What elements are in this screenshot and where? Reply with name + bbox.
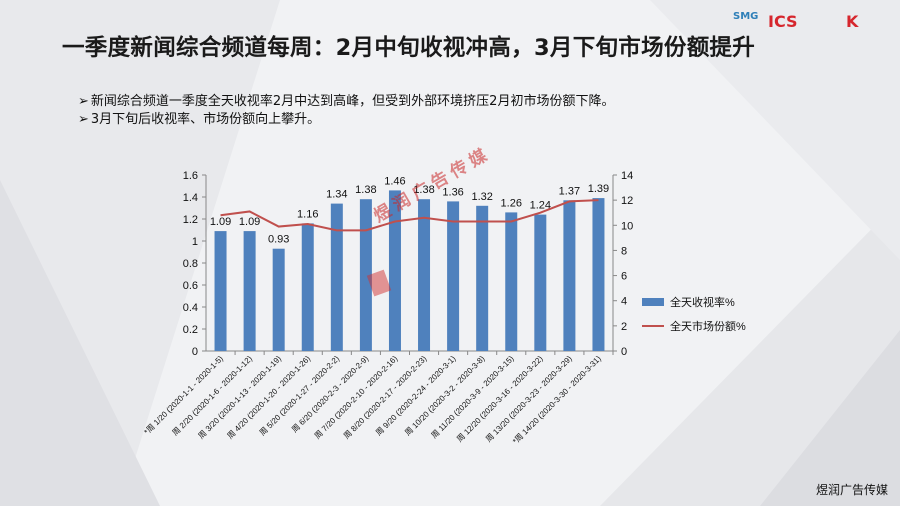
bullet-1: ➢ 新闻综合频道一季度全天收视率2月中达到高峰，但受到外部环境挤压2月初市场份额下… — [78, 90, 614, 109]
bar-data-label: 0.93 — [268, 234, 289, 246]
y-right-tick-label: 8 — [621, 245, 627, 257]
bullet-arrow-icon: ➢ — [78, 112, 89, 127]
bullet-2-text: 3月下旬后收视率、市场份额向上攀升。 — [90, 112, 321, 127]
bar — [214, 231, 227, 351]
legend-bar-label: 全天收视率% — [670, 295, 735, 309]
bar — [505, 212, 518, 351]
bullet-1-text: 新闻综合频道一季度全天收视率2月中达到高峰，但受到外部环境挤压2月初市场份额下降… — [90, 94, 615, 109]
bar-data-label: 1.34 — [326, 189, 347, 201]
bar-data-label: 1.26 — [501, 197, 522, 209]
bar — [418, 199, 431, 351]
y-left-tick-label: 0.8 — [183, 258, 198, 270]
y-left-tick-label: 0.4 — [183, 302, 198, 314]
y-right-tick-label: 14 — [621, 170, 633, 182]
bar-data-label: 1.09 — [210, 216, 231, 228]
bar-data-label: 1.39 — [588, 183, 609, 195]
bar-data-label: 1.38 — [413, 184, 434, 196]
footer-text: 煜润广告传媒 — [815, 483, 888, 497]
y-left-tick-label: 1.2 — [183, 214, 198, 226]
bar-data-label: 1.16 — [297, 208, 318, 220]
y-left-tick-label: 0.6 — [183, 280, 198, 292]
bar — [563, 200, 576, 351]
bar-data-label: 1.38 — [355, 184, 376, 196]
bar — [243, 231, 256, 351]
y-left-tick-label: 1 — [192, 236, 198, 248]
bar-data-label: 1.09 — [239, 216, 260, 228]
bar-data-label: 1.32 — [471, 191, 492, 203]
y-right-tick-label: 12 — [621, 195, 633, 207]
bar-data-label: 1.46 — [384, 175, 405, 187]
y-right-tick-label: 6 — [621, 271, 627, 283]
bullet-arrow-icon: ➢ — [78, 94, 89, 109]
y-right-tick-label: 2 — [621, 321, 627, 333]
legend-bar-swatch — [642, 298, 664, 306]
k-logo: K — [846, 12, 859, 31]
bar — [330, 203, 343, 351]
legend-line-label: 全天市场份额% — [670, 319, 746, 333]
y-left-tick-label: 1.6 — [183, 170, 198, 182]
ics-logo: ICS — [768, 12, 798, 31]
slide-title: 一季度新闻综合频道每周：2月中旬收视冲高，3月下旬市场份额提升 — [62, 35, 756, 61]
y-left-tick-label: 1.4 — [183, 192, 198, 204]
bar — [476, 205, 489, 351]
bar-data-label: 1.37 — [559, 185, 580, 197]
smg-logo: SMG — [733, 11, 759, 22]
y-left-tick-label: 0 — [192, 346, 198, 358]
y-left-tick-label: 0.2 — [183, 324, 198, 336]
bar — [301, 223, 314, 351]
bar — [447, 201, 460, 351]
bar-data-label: 1.36 — [442, 186, 463, 198]
bullet-2: ➢ 3月下旬后收视率、市场份额向上攀升。 — [78, 108, 320, 127]
bar — [534, 214, 547, 351]
bar — [592, 198, 605, 351]
market-share-line — [220, 199, 599, 232]
bar — [388, 190, 401, 351]
bar-data-label: 1.24 — [530, 200, 551, 212]
bar — [359, 199, 372, 351]
bar — [272, 248, 285, 351]
y-right-tick-label: 10 — [621, 220, 633, 232]
y-right-tick-label: 4 — [621, 296, 627, 308]
y-right-tick-label: 0 — [621, 346, 627, 358]
